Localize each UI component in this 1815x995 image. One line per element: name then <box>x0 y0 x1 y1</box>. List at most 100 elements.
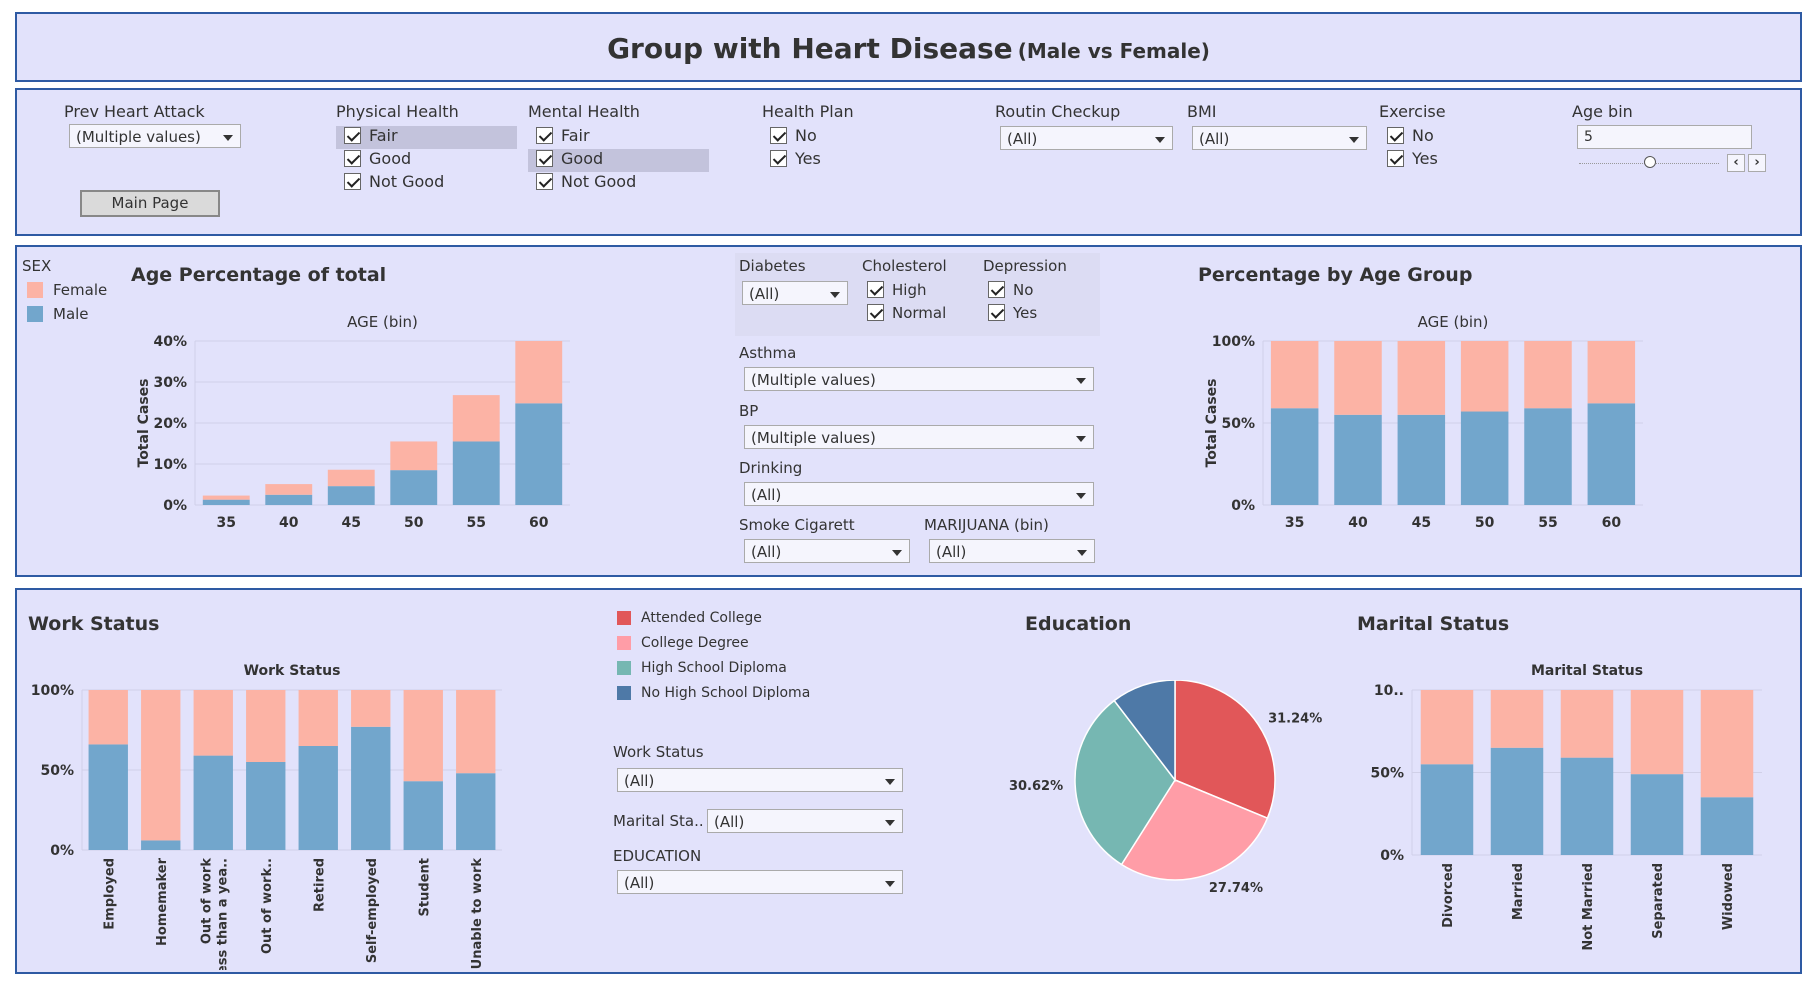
health-plan-option-label: No <box>795 126 817 145</box>
mental-health-option-fair[interactable]: Fair <box>528 126 709 149</box>
drinking-value: (All) <box>751 486 782 504</box>
checkbox-checked-icon <box>770 127 787 144</box>
age-bin-input[interactable]: 5 <box>1577 125 1752 149</box>
pie-label: 10.40% <box>1085 680 1139 683</box>
page-title: Group with Heart Disease (Male vs Female… <box>17 32 1800 65</box>
y-tick-label: 50% <box>40 763 74 779</box>
education-dropdown[interactable]: (All) <box>617 870 903 894</box>
marijuana-dropdown[interactable]: (All) <box>929 539 1095 563</box>
cholesterol-option-high[interactable]: High <box>859 281 969 304</box>
physical-health-option-fair[interactable]: Fair <box>336 126 517 149</box>
bar-male <box>1524 408 1572 505</box>
x-tick-label: 45 <box>342 515 361 531</box>
sex-legend-female-label: Female <box>53 281 108 299</box>
drinking-dropdown[interactable]: (All) <box>744 482 1094 506</box>
marital-status-dropdown[interactable]: (All) <box>707 809 903 833</box>
age-chart: AGE (bin) Total Cases 0% 10% 20% 30% 40% 35 40 45… <box>136 313 570 531</box>
x-axis-title: Work Status <box>244 663 341 679</box>
bar-male <box>193 755 233 850</box>
mental-health-option-good[interactable]: Good <box>528 149 709 172</box>
cholesterol-option-normal[interactable]: Normal <box>859 304 969 327</box>
bar-male <box>141 840 181 850</box>
health-plan-option-yes[interactable]: Yes <box>762 149 902 172</box>
pct-chart-title: Percentage by Age Group <box>1198 264 1473 286</box>
chevron-down-icon <box>1076 378 1086 384</box>
pie-label: 31.24% <box>1268 712 1322 727</box>
x-tick-label: 35 <box>1285 515 1304 531</box>
depression-label: Depression <box>983 257 1067 275</box>
bp-dropdown[interactable]: (Multiple values) <box>744 425 1094 449</box>
mental-health-label: Mental Health <box>528 102 640 121</box>
smoke-cigarett-value: (All) <box>751 543 782 561</box>
drinking-label: Drinking <box>739 459 803 477</box>
pct-chart: AGE (bin) Total Cases 0% 50% 100% 35 40 45 50 55 6… <box>1204 313 1643 531</box>
depression-option-label: Yes <box>1013 304 1038 322</box>
education-filter-label: EDUCATION <box>613 847 702 865</box>
age-bin-label: Age bin <box>1572 102 1633 121</box>
checkbox-checked-icon <box>867 304 884 321</box>
health-plan-option-no[interactable]: No <box>762 126 902 149</box>
diabetes-label: Diabetes <box>739 257 806 275</box>
physical-health-option-not-good[interactable]: Not Good <box>336 172 517 195</box>
chevron-down-icon <box>892 550 902 556</box>
marijuana-value: (All) <box>936 543 967 561</box>
y-axis-title: Total Cases <box>1204 378 1220 467</box>
work-status-dropdown[interactable]: (All) <box>617 768 903 792</box>
prev-heart-attack-dropdown[interactable]: (Multiple values) <box>69 124 241 148</box>
y-tick-label: 100% <box>1212 334 1255 350</box>
routin-checkup-dropdown[interactable]: (All) <box>1000 126 1173 150</box>
bar-female <box>351 690 391 727</box>
pie-slice <box>1113 680 1176 783</box>
bar-female <box>452 395 500 442</box>
marital-status-value: (All) <box>714 813 745 831</box>
exercise-option-yes[interactable]: Yes <box>1379 149 1519 172</box>
physical-health-option-good[interactable]: Good <box>336 149 517 172</box>
age-bin-slider-handle[interactable] <box>1644 156 1656 168</box>
marital-chart: Marital Status 0% 50% 10.. Divorced Married No… <box>1370 663 1762 951</box>
chevron-down-icon <box>885 881 895 887</box>
chevron-down-icon <box>1155 137 1165 143</box>
x-axis-title: Marital Status <box>1531 663 1643 679</box>
bmi-value: (All) <box>1199 130 1230 148</box>
work-chart-title: Work Status <box>28 613 160 635</box>
edu-legend-label: No High School Diploma <box>641 685 811 701</box>
depression-option-no[interactable]: No <box>980 281 1090 304</box>
mental-health-option-not-good[interactable]: Not Good <box>528 172 709 195</box>
x-tick-label: Out of work <box>199 858 214 945</box>
y-tick-label: 0% <box>1231 498 1255 514</box>
x-tick-label: 40 <box>1348 515 1368 531</box>
x-tick-label: 55 <box>467 515 486 531</box>
bar-male <box>1630 774 1684 855</box>
chevron-right-icon[interactable]: › <box>1748 154 1766 172</box>
no-high-school-diploma-swatch <box>617 686 631 700</box>
prev-heart-attack-label: Prev Heart Attack <box>64 102 205 121</box>
exercise-option-no[interactable]: No <box>1379 126 1519 149</box>
checkbox-checked-icon <box>536 173 553 190</box>
bar-female <box>1524 341 1572 409</box>
checkbox-checked-icon <box>867 281 884 298</box>
edu-chart: 31.24% 27.74% 30.62% 10.40% <box>1009 680 1322 896</box>
chevron-left-icon[interactable]: ‹ <box>1727 154 1745 172</box>
sex-legend-title: SEX <box>22 257 52 275</box>
bar-female <box>1397 341 1446 415</box>
bar-male <box>1270 408 1319 505</box>
x-tick-label: Student <box>417 858 432 916</box>
depression-option-yes[interactable]: Yes <box>980 304 1090 327</box>
x-tick-label: Separated <box>1651 863 1666 939</box>
bp-value: (Multiple values) <box>751 429 876 447</box>
bmi-dropdown[interactable]: (All) <box>1192 126 1367 150</box>
bar-male <box>1560 757 1614 855</box>
chevron-down-icon <box>1076 493 1086 499</box>
x-tick-label: Married <box>1511 863 1526 920</box>
bar-female <box>141 690 181 841</box>
asthma-dropdown[interactable]: (Multiple values) <box>744 367 1094 391</box>
edu-chart-title: Education <box>1025 613 1132 635</box>
diabetes-dropdown[interactable]: (All) <box>742 281 848 305</box>
main-page-button[interactable]: Main Page <box>80 190 220 217</box>
bar-female <box>193 690 233 756</box>
education-value: (All) <box>624 874 655 892</box>
y-tick-label: 0% <box>1380 848 1404 864</box>
smoke-cigarett-dropdown[interactable]: (All) <box>744 539 910 563</box>
title-panel: Group with Heart Disease (Male vs Female… <box>15 12 1802 82</box>
bar-female <box>327 469 375 487</box>
